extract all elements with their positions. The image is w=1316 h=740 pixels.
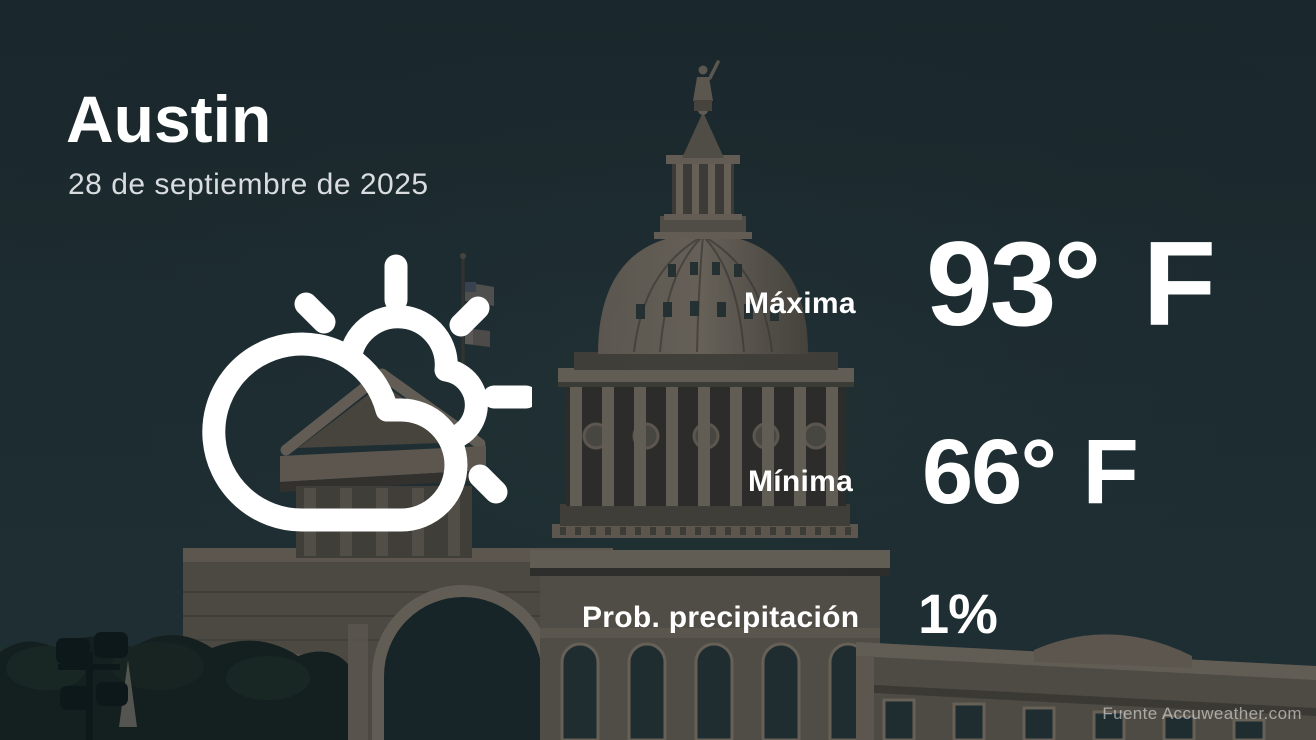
page-title: Austin	[66, 82, 272, 156]
sun-rays	[294, 254, 532, 504]
date-text: 28 de septiembre de 2025	[68, 168, 429, 201]
capitol-building	[183, 60, 1316, 740]
min-temp-label: Mínima	[748, 465, 854, 498]
front-cloud	[214, 344, 456, 520]
source-attribution: Fuente Accuweather.com	[1102, 704, 1302, 723]
dome	[598, 234, 808, 354]
precipitation-label: Prob. precipitación	[582, 601, 860, 634]
back-cloud	[338, 305, 488, 452]
capitol-right-wing	[856, 634, 1316, 740]
goddess-of-liberty-statue	[693, 60, 720, 111]
partly-cloudy-icon	[184, 254, 532, 544]
precipitation-value: 1%	[918, 582, 998, 645]
min-temp-value: 66° F	[922, 421, 1139, 523]
capitol-dome-tower	[530, 60, 890, 740]
max-temp-value: 93° F	[926, 217, 1216, 351]
max-temp-label: Máxima	[744, 287, 856, 320]
street-lamp	[56, 632, 128, 740]
